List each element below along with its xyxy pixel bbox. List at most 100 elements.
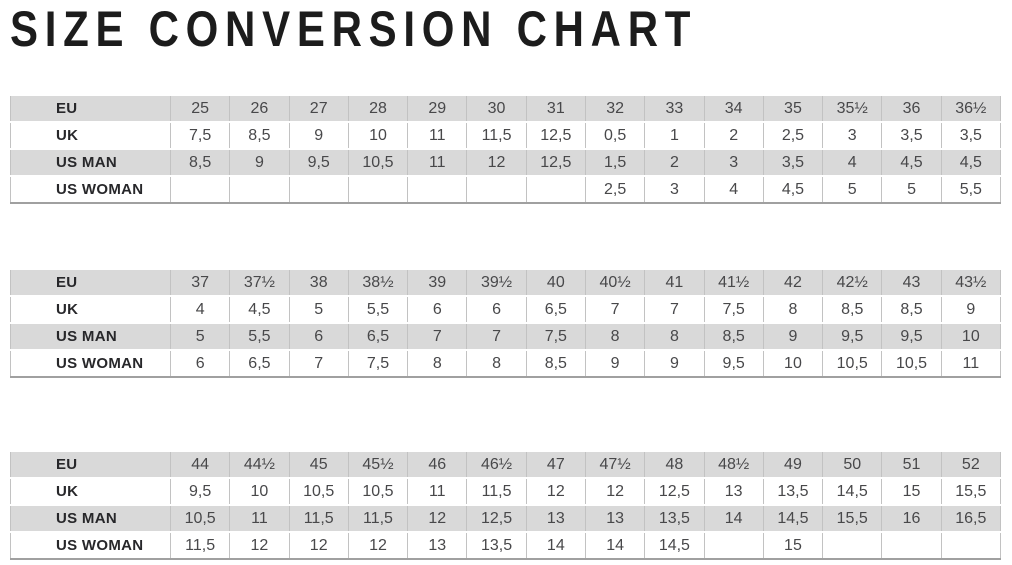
size-cell: 12 [584,477,646,506]
row-label: US WOMAN [10,349,171,378]
size-cell: 12,5 [525,121,586,150]
size-cell: 13,5 [644,504,705,533]
size-cell: 9,5 [703,349,764,378]
size-cell: 8 [762,295,824,324]
size-cell: 7,5 [169,121,231,150]
size-cell: 42 [762,268,824,297]
size-cell: 44 [169,450,231,479]
size-cell: 4 [169,295,231,324]
row-label: UK [10,295,171,324]
size-cell: 44½ [229,450,290,479]
size-cell: 8 [466,349,527,378]
size-cell: 6,5 [229,349,290,378]
size-cell: 7 [644,295,705,324]
size-cell: 9 [229,148,290,177]
size-cell: 15 [881,477,942,506]
row-label: UK [10,121,171,150]
size-cell: 31 [525,94,586,123]
size-cell: 7 [407,322,468,351]
size-cell: 4 [822,148,883,177]
size-cell [940,531,1002,560]
size-cell [466,175,527,204]
size-cell: 10 [940,322,1002,351]
size-cell: 14 [703,504,764,533]
size-row-us-woman: US WOMAN 2,5 3 4 4,5 5 5 5,5 [10,175,1002,204]
size-cell: 9,5 [288,148,349,177]
size-cell: 9 [644,349,705,378]
size-cell: 8,5 [229,121,290,150]
size-cell: 48 [644,450,705,479]
size-cell: 28 [347,94,409,123]
size-table-25-36: EU 25 26 27 28 29 30 31 32 33 34 35 35½ 36 36½ UK 7,5 8,5… [10,94,1002,204]
size-cell: 5,5 [229,322,290,351]
size-row-us-man: US MAN 10,5 11 11,5 11,5 12 12,5 13 13 13,5 14 14,5… [10,504,1002,533]
size-cell: 45 [288,450,349,479]
size-cell: 32 [584,94,646,123]
size-cell: 12 [229,531,290,560]
row-label: EU [10,268,171,297]
size-cell: 46 [407,450,468,479]
size-cell [347,175,409,204]
size-cell: 40 [525,268,586,297]
size-cell: 16 [881,504,942,533]
size-cell: 10 [229,477,290,506]
size-cell: 12,5 [466,504,527,533]
size-cell: 13,5 [762,477,824,506]
size-cell: 42½ [822,268,883,297]
size-cell: 2,5 [762,121,824,150]
size-cell: 6 [466,295,527,324]
size-cell: 6,5 [347,322,409,351]
row-label: US WOMAN [10,531,171,560]
row-label: EU [10,94,171,123]
size-cell: 15,5 [822,504,883,533]
size-cell: 13 [703,477,764,506]
size-cell: 8 [407,349,468,378]
size-row-uk: UK 4 4,5 5 5,5 6 6 6,5 7 7 7,5 8 8,5 8,5 9 [10,295,1002,324]
size-cell: 12,5 [525,148,586,177]
size-row-eu: EU 37 37½ 38 38½ 39 39½ 40 40½ 41 41½ 42 42½ 43 43½ [10,268,1002,297]
size-cell: 3,5 [881,121,942,150]
size-cell: 49 [762,450,824,479]
size-table-37-43: EU 37 37½ 38 38½ 39 39½ 40 40½ 41 41½ 42 42½ 43 43½ UK 4… [10,268,1002,378]
size-cell: 3 [822,121,883,150]
size-cell: 7 [466,322,527,351]
size-cell: 46½ [466,450,527,479]
size-cell [525,175,586,204]
size-cell: 40½ [584,268,646,297]
size-cell: 16,5 [940,504,1002,533]
size-row-us-man: US MAN 5 5,5 6 6,5 7 7 7,5 8 8 8,5 9 9,5 9,5 10 [10,322,1002,351]
size-cell [229,175,290,204]
page-title: SIZE CONVERSION CHART [10,1,698,57]
size-cell: 35½ [822,94,883,123]
size-cell: 7,5 [347,349,409,378]
size-cell: 30 [466,94,527,123]
size-cell: 5 [822,175,883,204]
size-cell: 9,5 [881,322,942,351]
size-cell: 15,5 [940,477,1002,506]
size-cell: 43 [881,268,942,297]
size-cell: 43½ [940,268,1002,297]
size-cell: 14,5 [762,504,824,533]
size-cell: 13 [525,504,586,533]
size-cell: 5 [169,322,231,351]
size-cell: 51 [881,450,942,479]
size-cell: 5 [288,295,349,324]
size-cell: 4,5 [229,295,290,324]
size-cell: 47½ [584,450,646,479]
size-cell: 36½ [940,94,1002,123]
size-cell: 7,5 [703,295,764,324]
size-cell: 5,5 [940,175,1002,204]
size-cell: 11 [229,504,290,533]
size-cell: 10,5 [881,349,942,378]
size-row-eu: EU 25 26 27 28 29 30 31 32 33 34 35 35½ 36 36½ [10,94,1002,123]
size-cell: 9,5 [169,477,231,506]
size-table-44-52: EU 44 44½ 45 45½ 46 46½ 47 47½ 48 48½ 49 50 51 52 UK 9,5… [10,450,1002,560]
size-cell: 12 [466,148,527,177]
size-cell: 14 [525,531,586,560]
row-label: US WOMAN [10,175,171,204]
size-cell: 33 [644,94,705,123]
size-cell: 50 [822,450,883,479]
size-cell: 8,5 [881,295,942,324]
size-cell [703,531,764,560]
size-cell: 13 [584,504,646,533]
